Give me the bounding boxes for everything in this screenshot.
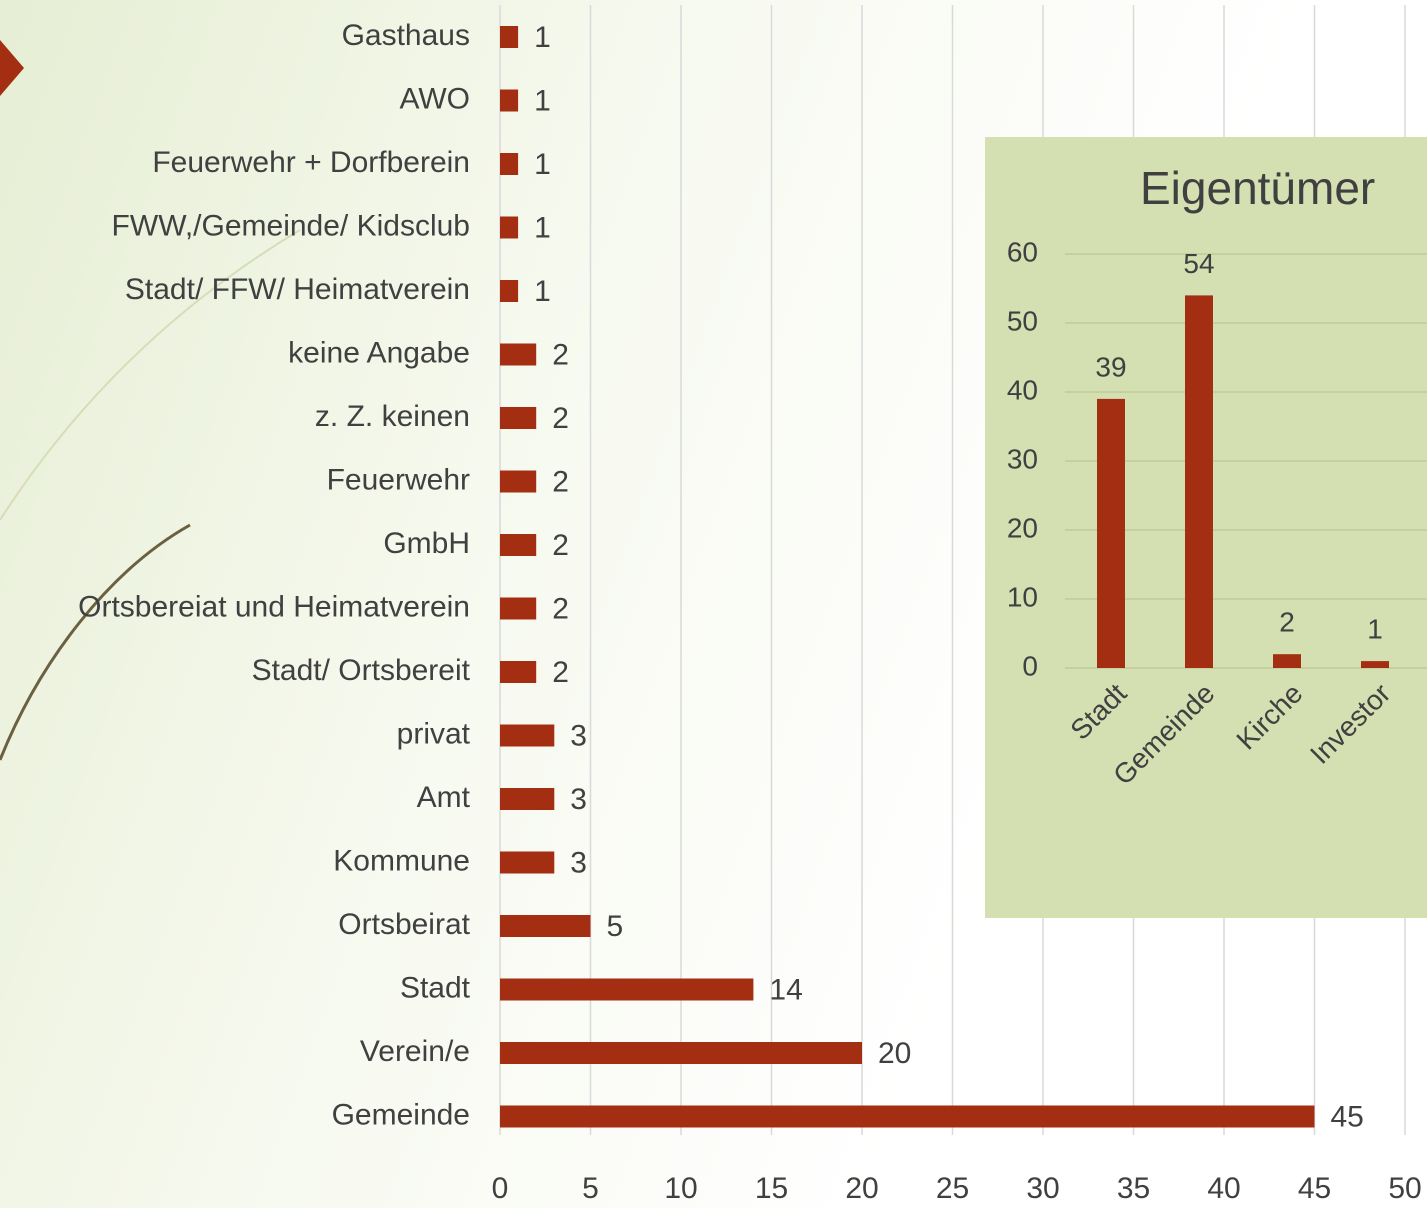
y-tick-label: Stadt (400, 971, 471, 1004)
x-tick-label: 5 (582, 1172, 599, 1205)
y-tick-label: 60 (1007, 236, 1038, 267)
bar (500, 216, 519, 239)
x-tick-label: 50 (1388, 1172, 1421, 1205)
y-tick-label: 40 (1007, 374, 1038, 405)
y-tick-label: Kommune (333, 844, 470, 877)
y-tick-label: Stadt/ FFW/ Heimatverein (125, 273, 470, 306)
bar (500, 153, 519, 175)
y-tick-label: Feuerwehr + Dorfberein (152, 146, 470, 179)
bar (1361, 661, 1389, 668)
y-tick-label: Gemeinde (332, 1098, 470, 1131)
data-label: 2 (552, 402, 569, 435)
x-tick-label: 0 (492, 1172, 509, 1205)
bar (500, 661, 537, 683)
data-label: 3 (570, 783, 587, 816)
inset-chart: Eigentümer010203040506039Stadt54Gemeinde… (985, 137, 1427, 918)
data-label: 2 (552, 529, 569, 562)
data-label: 2 (552, 465, 569, 498)
bar (500, 851, 555, 874)
bar (500, 724, 555, 747)
bar (500, 26, 519, 48)
data-label: 1 (534, 84, 551, 117)
y-tick-label: 50 (1007, 305, 1038, 336)
bar (500, 978, 754, 1001)
bar (500, 470, 537, 493)
bar (500, 915, 591, 937)
data-label: 45 (1331, 1100, 1364, 1133)
x-tick-label: 20 (845, 1172, 878, 1205)
data-label: 39 (1095, 351, 1126, 382)
bar (500, 1042, 862, 1064)
data-label: 3 (570, 846, 587, 879)
bar (500, 89, 519, 112)
decor-arrow (0, 40, 24, 96)
bar (500, 1105, 1315, 1128)
y-tick-label: AWO (399, 82, 470, 115)
x-tick-label: 25 (936, 1172, 969, 1205)
y-tick-label: Amt (417, 781, 471, 814)
y-tick-label: Ortsbereiat und Heimatverein (78, 590, 470, 623)
data-label: 2 (1279, 607, 1295, 638)
bar (500, 343, 537, 366)
bar (500, 788, 555, 810)
y-tick-label: Ortsbeirat (338, 908, 470, 941)
data-label: 2 (552, 656, 569, 689)
data-label: 1 (534, 275, 551, 308)
y-tick-label: 0 (1022, 650, 1038, 681)
data-label: 2 (552, 592, 569, 625)
x-tick-label: 15 (755, 1172, 788, 1205)
y-tick-label: Gasthaus (342, 19, 470, 52)
bar (1185, 295, 1213, 668)
data-label: 2 (552, 338, 569, 371)
x-tick-label: 45 (1298, 1172, 1331, 1205)
y-tick-label: privat (397, 717, 471, 750)
data-label: 1 (534, 211, 551, 244)
data-label: 14 (769, 973, 802, 1006)
data-label: 1 (1367, 613, 1383, 644)
bar (500, 407, 537, 429)
decor-curve (0, 229, 301, 521)
y-tick-label: Feuerwehr (327, 463, 470, 496)
decor-curve (0, 523, 191, 761)
data-label: 54 (1183, 248, 1214, 279)
x-tick-label: 35 (1117, 1172, 1150, 1205)
y-tick-label: GmbH (383, 527, 470, 560)
y-tick-label: Verein/e (360, 1035, 470, 1068)
y-tick-label: Stadt/ Ortsbereit (252, 654, 471, 687)
chart-title: Eigentümer (1140, 162, 1375, 214)
data-label: 3 (570, 719, 587, 752)
data-label: 1 (534, 148, 551, 181)
x-tick-label: 30 (1026, 1172, 1059, 1205)
data-label: 20 (878, 1037, 911, 1070)
y-tick-label: 20 (1007, 512, 1038, 543)
bar (500, 534, 537, 556)
bar (1097, 398, 1125, 668)
y-tick-label: keine Angabe (288, 336, 470, 369)
bar (500, 597, 537, 620)
y-tick-label: 30 (1007, 443, 1038, 474)
data-label: 5 (607, 910, 624, 943)
bar (1273, 654, 1301, 668)
y-tick-label: 10 (1007, 581, 1038, 612)
x-tick-label: 10 (664, 1172, 697, 1205)
y-tick-label: z. Z. keinen (315, 400, 470, 433)
bar (500, 280, 519, 302)
data-label: 1 (534, 21, 551, 54)
x-tick-label: 40 (1207, 1172, 1240, 1205)
y-tick-label: FWW,/Gemeinde/ Kidsclub (112, 209, 470, 242)
